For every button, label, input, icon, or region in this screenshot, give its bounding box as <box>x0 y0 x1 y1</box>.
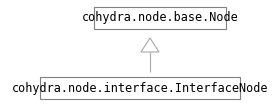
FancyBboxPatch shape <box>40 77 240 99</box>
Text: cohydra.node.base.Node: cohydra.node.base.Node <box>82 12 238 25</box>
FancyBboxPatch shape <box>94 7 226 29</box>
Text: cohydra.node.interface.InterfaceNode: cohydra.node.interface.InterfaceNode <box>12 82 268 95</box>
Polygon shape <box>141 38 159 52</box>
